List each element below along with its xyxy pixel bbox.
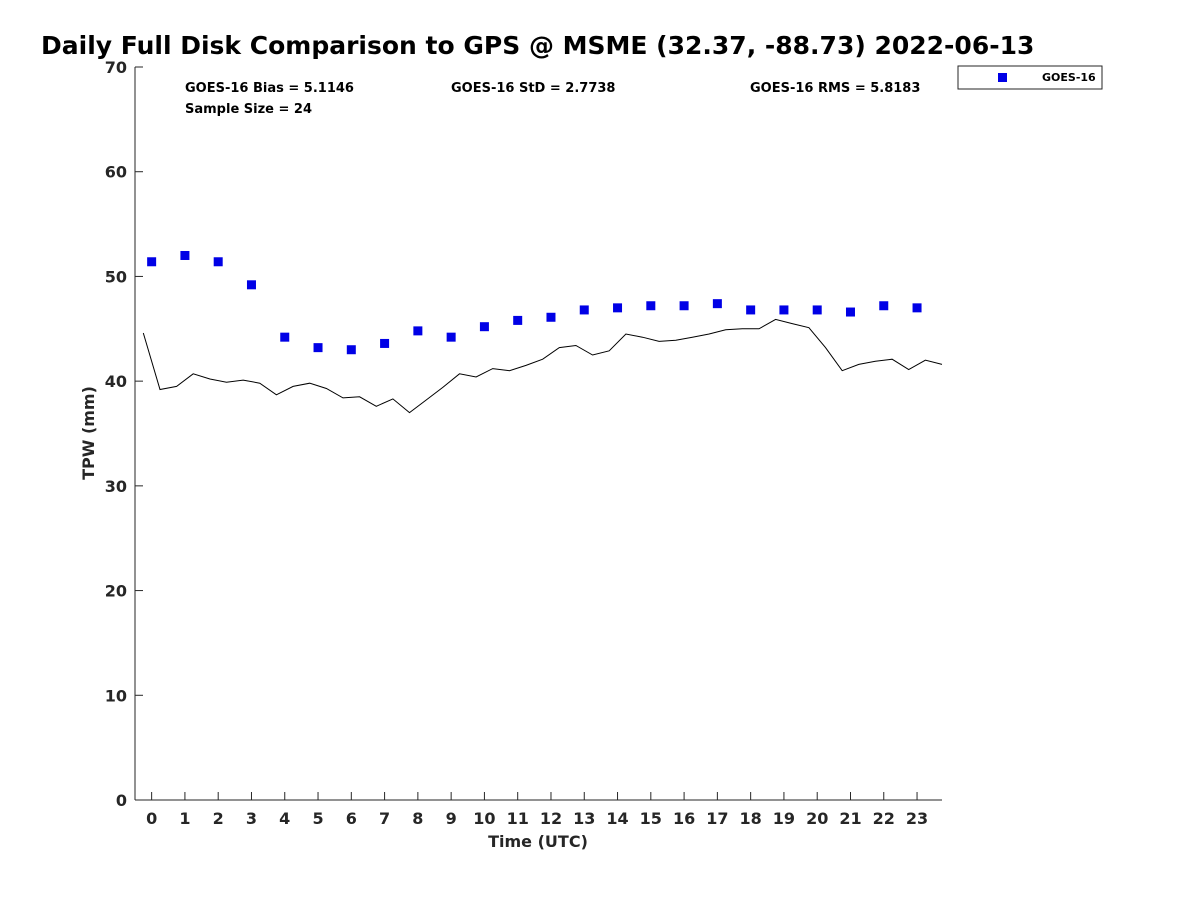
goes16-point <box>746 305 756 315</box>
y-tick-label: 70 <box>105 58 127 77</box>
sample-size-annotation: Sample Size = 24 <box>185 102 312 117</box>
legend-box <box>957 65 1103 90</box>
x-tick-label: 11 <box>507 809 529 828</box>
x-tick-label: 1 <box>179 809 190 828</box>
goes16-point <box>313 343 323 353</box>
goes16-point <box>479 322 489 332</box>
goes16-point <box>879 301 889 311</box>
std-annotation: GOES-16 StD = 2.7738 <box>451 81 615 96</box>
stats-annotations: GOES-16 Bias = 5.1146 GOES-16 StD = 2.77… <box>185 81 920 117</box>
chart-title: Daily Full Disk Comparison to GPS @ MSME… <box>41 31 1034 60</box>
x-tick-label: 0 <box>146 809 157 828</box>
legend-label-goes16: GOES-16 <box>1042 71 1096 84</box>
x-tick-label: 18 <box>740 809 762 828</box>
x-tick-label: 16 <box>673 809 695 828</box>
x-tick-label: 6 <box>346 809 357 828</box>
rms-annotation: GOES-16 RMS = 5.8183 <box>750 81 920 96</box>
goes16-point <box>413 326 423 336</box>
legend: GOES-16 <box>957 65 1103 90</box>
y-tick-label: 0 <box>116 791 127 810</box>
goes16-point <box>912 303 922 313</box>
bias-annotation: GOES-16 Bias = 5.1146 <box>185 81 354 96</box>
y-tick-label: 60 <box>105 163 127 182</box>
goes16-point <box>646 301 656 311</box>
x-tick-label: 13 <box>573 809 595 828</box>
goes16-point <box>280 332 290 342</box>
goes16-point <box>380 338 390 348</box>
x-tick-label: 8 <box>412 809 423 828</box>
goes16-point <box>246 280 256 290</box>
x-tick-label: 10 <box>473 809 495 828</box>
y-tick-label: 30 <box>105 477 127 496</box>
goes16-point <box>180 250 190 260</box>
goes16-point <box>679 301 689 311</box>
goes16-point <box>845 307 855 317</box>
goes16-point <box>546 312 556 322</box>
x-tick-label: 19 <box>773 809 795 828</box>
goes16-point <box>579 305 589 315</box>
x-tick-label: 21 <box>839 809 861 828</box>
x-ticks: 0 1 2 3 4 5 6 7 8 9 10 11 12 13 14 15 16 17 18 19 20 21 22 23 <box>146 792 928 828</box>
x-tick-label: 4 <box>279 809 290 828</box>
x-tick-label: 7 <box>379 809 390 828</box>
x-tick-label: 23 <box>906 809 928 828</box>
legend-marker-goes16 <box>998 73 1007 82</box>
y-tick-label: 40 <box>105 372 127 391</box>
y-tick-label: 50 <box>105 267 127 286</box>
y-axis-label: TPW (mm) <box>79 386 98 480</box>
x-tick-label: 9 <box>446 809 457 828</box>
reference-line <box>142 318 943 414</box>
x-tick-label: 14 <box>606 809 628 828</box>
x-tick-label: 20 <box>806 809 828 828</box>
x-tick-label: 5 <box>312 809 323 828</box>
x-tick-label: 17 <box>706 809 728 828</box>
x-axis-label: Time (UTC) <box>488 832 588 851</box>
goes16-point <box>779 305 789 315</box>
x-tick-label: 12 <box>540 809 562 828</box>
y-tick-label: 20 <box>105 582 127 601</box>
goes16-point <box>213 257 223 267</box>
x-tick-label: 3 <box>246 809 257 828</box>
goes16-point <box>446 332 456 342</box>
goes16-point <box>613 303 623 313</box>
series-layer <box>142 250 943 414</box>
goes16-point <box>346 345 356 355</box>
y-tick-label: 10 <box>105 686 127 705</box>
goes16-point <box>712 299 722 309</box>
x-tick-label: 15 <box>640 809 662 828</box>
goes16-point <box>147 257 157 267</box>
goes16-point <box>513 315 523 325</box>
goes16-point <box>812 305 822 315</box>
x-tick-label: 22 <box>873 809 895 828</box>
x-tick-label: 2 <box>213 809 224 828</box>
y-ticks: 0 10 20 30 40 50 60 70 <box>105 58 143 810</box>
